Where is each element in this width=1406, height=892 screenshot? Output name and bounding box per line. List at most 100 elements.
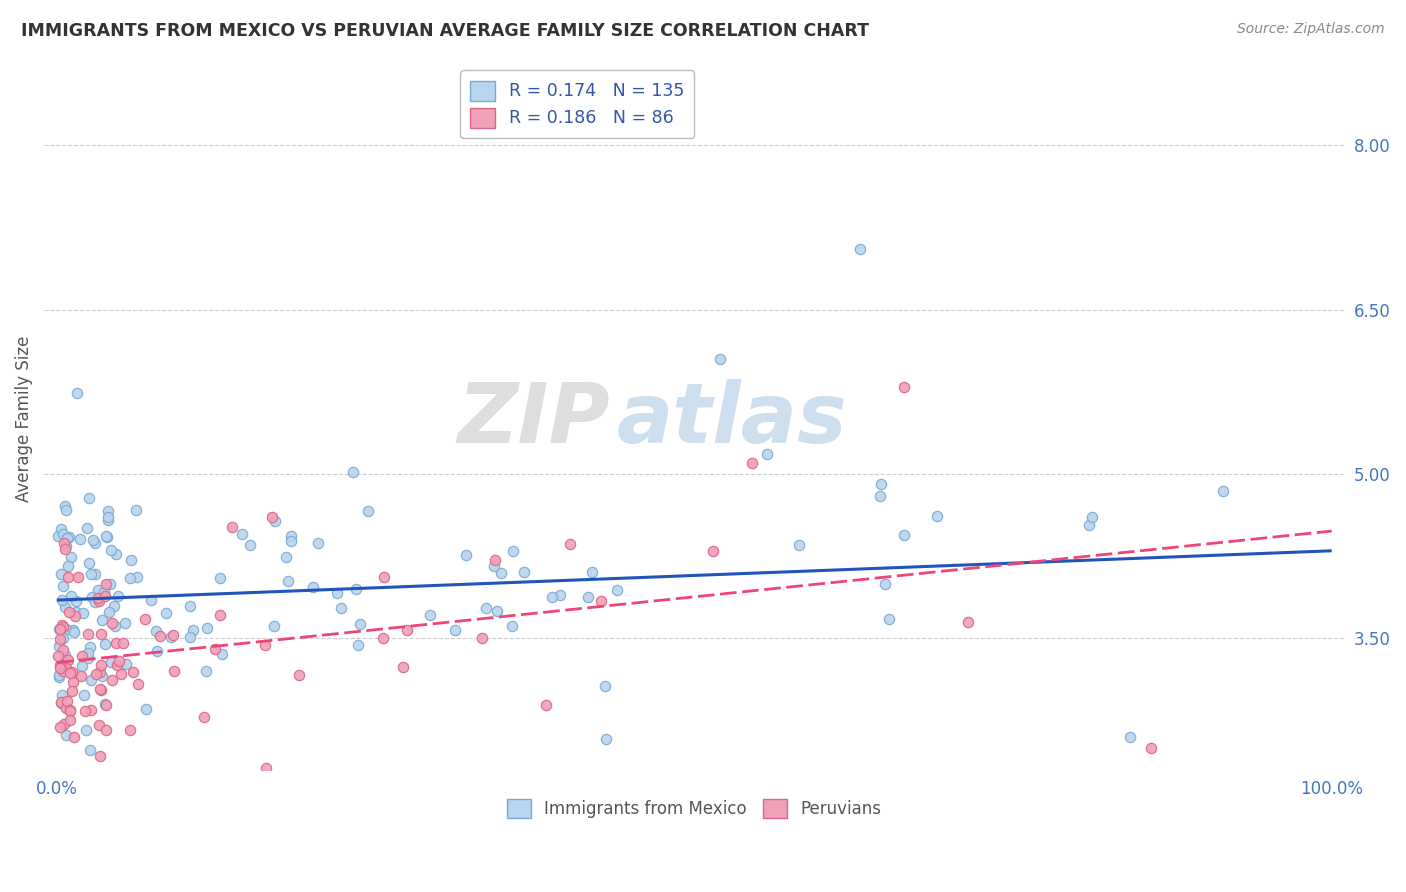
Point — [893, 380, 915, 394]
Point — [49, 632, 72, 646]
Point — [512, 565, 534, 579]
Point — [48, 639, 70, 653]
Point — [90, 682, 112, 697]
Point — [46, 649, 69, 664]
Point — [956, 615, 979, 629]
Point — [53, 541, 76, 556]
Point — [239, 538, 262, 552]
Point — [79, 556, 101, 570]
Point — [146, 643, 169, 657]
Point — [702, 544, 724, 558]
Point — [55, 661, 77, 675]
Point — [93, 585, 115, 599]
Point — [114, 616, 136, 631]
Point — [221, 520, 243, 534]
Point — [59, 703, 82, 717]
Point — [51, 696, 73, 710]
Point — [112, 636, 135, 650]
Point — [346, 638, 368, 652]
Point — [66, 570, 89, 584]
Point — [87, 718, 110, 732]
Point — [51, 688, 73, 702]
Point — [70, 669, 93, 683]
Point — [65, 605, 87, 619]
Point — [254, 761, 277, 775]
Point — [105, 547, 128, 561]
Point — [89, 749, 111, 764]
Point — [52, 716, 75, 731]
Point — [91, 613, 114, 627]
Point — [756, 447, 779, 461]
Point — [62, 624, 84, 638]
Point — [595, 731, 617, 746]
Point — [58, 530, 80, 544]
Point — [60, 590, 83, 604]
Point — [96, 528, 118, 542]
Point — [606, 582, 628, 597]
Point — [121, 553, 143, 567]
Point — [869, 489, 891, 503]
Point — [97, 504, 120, 518]
Point — [52, 527, 75, 541]
Point — [110, 667, 132, 681]
Point — [302, 580, 325, 594]
Point — [60, 550, 83, 565]
Point — [1077, 518, 1099, 533]
Point — [79, 703, 101, 717]
Point — [541, 590, 564, 604]
Point — [125, 503, 148, 517]
Point — [149, 629, 172, 643]
Point — [181, 623, 204, 637]
Point — [105, 657, 128, 672]
Point — [122, 665, 145, 680]
Point — [73, 704, 96, 718]
Point — [491, 566, 513, 581]
Point — [56, 694, 79, 708]
Point — [139, 593, 162, 607]
Point — [100, 542, 122, 557]
Point — [474, 600, 496, 615]
Y-axis label: Average Family Size: Average Family Size — [15, 336, 32, 502]
Point — [53, 648, 76, 663]
Point — [849, 243, 872, 257]
Point — [70, 659, 93, 673]
Point — [77, 627, 100, 641]
Point — [1080, 510, 1102, 524]
Point — [76, 651, 98, 665]
Point — [91, 669, 114, 683]
Point — [576, 590, 599, 604]
Point — [288, 667, 311, 681]
Point — [55, 622, 77, 636]
Point — [264, 514, 287, 528]
Point — [97, 513, 120, 527]
Point — [344, 582, 367, 597]
Point — [195, 621, 218, 635]
Point — [326, 586, 349, 600]
Point — [330, 600, 353, 615]
Point — [98, 577, 121, 591]
Point — [392, 660, 415, 674]
Point — [160, 631, 183, 645]
Point — [56, 532, 79, 546]
Point — [135, 702, 157, 716]
Point — [101, 616, 124, 631]
Point — [79, 673, 101, 688]
Point — [486, 604, 509, 618]
Point — [94, 697, 117, 711]
Point — [254, 638, 277, 652]
Point — [357, 504, 380, 518]
Point — [709, 351, 731, 366]
Point — [53, 536, 76, 550]
Point — [100, 655, 122, 669]
Point — [231, 527, 253, 541]
Point — [454, 549, 477, 563]
Point — [51, 567, 73, 582]
Point — [96, 530, 118, 544]
Point — [79, 640, 101, 654]
Point — [84, 667, 107, 681]
Point — [502, 543, 524, 558]
Point — [48, 622, 70, 636]
Point — [127, 677, 149, 691]
Legend: Immigrants from Mexico, Peruvians: Immigrants from Mexico, Peruvians — [501, 792, 887, 825]
Point — [65, 385, 87, 400]
